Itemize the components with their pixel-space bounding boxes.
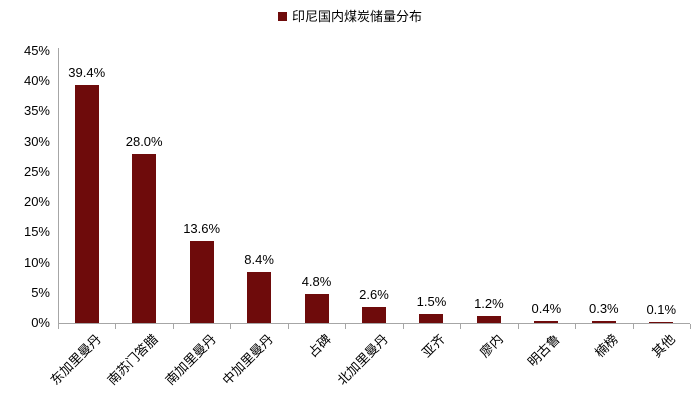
x-axis-category-label: 南苏门答腊	[104, 331, 162, 388]
bar-value-label: 8.4%	[244, 252, 274, 267]
bar	[534, 321, 559, 323]
x-axis-category-label: 楠榜	[591, 331, 621, 361]
x-axis-category-label: 亚齐	[419, 331, 449, 361]
bar	[362, 307, 386, 323]
x-axis-category-label: 北加里曼丹	[334, 331, 391, 388]
bar	[132, 154, 157, 323]
y-axis-line	[58, 48, 59, 323]
bar	[304, 294, 329, 323]
legend: 印尼国内煤炭储量分布	[0, 10, 700, 23]
x-axis-tick-mark	[402, 324, 404, 329]
x-axis-category-label: 明古鲁	[525, 331, 564, 370]
y-axis-tick-label: 5%	[31, 284, 50, 300]
y-axis-tick-label: 20%	[23, 194, 50, 210]
y-axis-tick-label: 35%	[23, 103, 50, 119]
x-axis-category-label: 廖内	[476, 331, 506, 361]
bar-value-label: 13.6%	[183, 221, 221, 236]
bar	[74, 85, 99, 323]
x-axis-category-label: 中加里曼丹	[219, 331, 276, 388]
x-axis-category-label: 占碑	[304, 331, 334, 361]
bar-value-label: 0.3%	[588, 301, 619, 316]
x-axis-tick-mark	[632, 324, 634, 329]
y-axis-tick-label: 15%	[23, 224, 50, 240]
x-axis-line	[58, 323, 690, 324]
bar	[189, 241, 214, 323]
x-axis-category-label: 东加里曼丹	[47, 331, 104, 388]
x-axis-tick-mark	[517, 324, 519, 329]
bar-value-label: 0.4%	[531, 301, 562, 316]
bar-value-label: 4.8%	[301, 274, 332, 289]
x-axis-tick-mark	[172, 324, 174, 329]
bar-value-label: 1.5%	[416, 294, 447, 309]
y-axis-tick-label: 0%	[31, 315, 50, 330]
x-axis-tick-mark	[460, 324, 462, 329]
y-axis-tick-label: 10%	[23, 254, 50, 270]
bar-value-label: 28.0%	[125, 134, 163, 149]
y-axis-tick-label: 25%	[23, 163, 50, 179]
bar-value-label: 1.2%	[474, 296, 504, 311]
bar	[591, 321, 616, 323]
bar	[419, 314, 444, 323]
bar	[247, 272, 272, 323]
legend-label: 印尼国内煤炭储量分布	[291, 9, 422, 24]
x-axis-tick-mark	[115, 324, 117, 329]
x-axis-tick-mark	[575, 324, 577, 329]
x-axis-category-label: 其他	[649, 331, 679, 361]
x-axis-tick-mark	[230, 324, 232, 329]
y-axis-tick-label: 40%	[23, 73, 50, 89]
bar-value-label: 0.1%	[646, 302, 677, 317]
x-axis-category-label: 南加里曼丹	[161, 331, 219, 388]
x-axis-tick-mark	[287, 324, 289, 329]
y-axis-tick-label: 45%	[23, 43, 50, 58]
x-axis-tick-mark	[690, 324, 691, 329]
x-axis-tick-mark	[58, 324, 59, 329]
legend-marker-icon	[277, 12, 287, 21]
bar	[649, 322, 674, 323]
bar-value-label: 2.6%	[359, 287, 389, 302]
y-axis-tick-label: 30%	[23, 133, 50, 149]
bar	[476, 316, 501, 323]
x-axis-tick-mark	[345, 324, 347, 329]
bar-value-label: 39.4%	[68, 65, 106, 80]
